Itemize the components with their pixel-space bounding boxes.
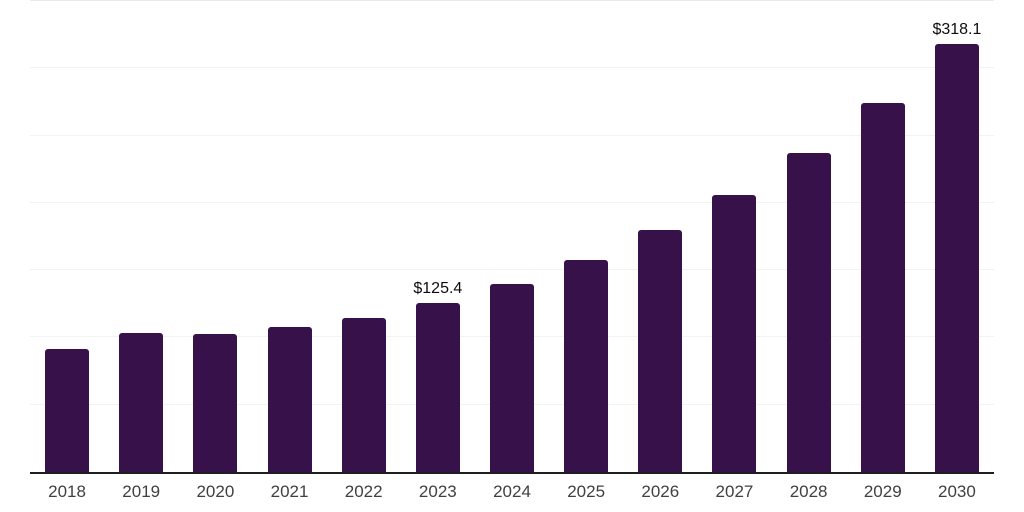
x-tick-2020: 2020 <box>196 482 235 501</box>
x-tick-2018: 2018 <box>48 482 86 501</box>
gridline <box>30 201 994 203</box>
bar-2030 <box>934 43 979 472</box>
x-tick-2029: 2029 <box>863 482 902 501</box>
bar-2023 <box>415 303 460 472</box>
bar-2020 <box>193 333 238 472</box>
x-tick-2030: 2030 <box>938 482 976 501</box>
gridline <box>30 67 994 69</box>
x-tick-2023: 2023 <box>418 482 457 501</box>
bar-2024 <box>490 284 534 472</box>
bar-2022 <box>341 317 386 472</box>
gridline <box>30 134 994 136</box>
bar-2018 <box>45 349 90 472</box>
x-tick-2019: 2019 <box>122 482 161 501</box>
bar-2025 <box>564 259 609 472</box>
bar-2027 <box>712 194 757 472</box>
bar-2019 <box>119 333 164 472</box>
bar-2028 <box>786 152 831 472</box>
x-axis: 2018 2019 2020 2021 2022 2023 2024 2025 2026 2027… <box>30 482 994 504</box>
x-tick-2028: 2028 <box>789 482 828 501</box>
x-tick-2024: 2024 <box>493 482 531 501</box>
x-tick-2025: 2025 <box>567 482 606 501</box>
gridline <box>30 269 994 271</box>
x-tick-2022: 2022 <box>344 482 383 501</box>
bar-2021 <box>267 327 312 472</box>
value-label-2030: $318.1 <box>932 20 982 38</box>
bar-2029 <box>860 102 905 472</box>
x-tick-2027: 2027 <box>715 482 754 501</box>
bar-2026 <box>638 229 683 472</box>
value-label-2023: $125.4 <box>413 280 463 298</box>
plot-area: $125.4 $318.1 <box>30 0 994 474</box>
x-tick-2026: 2026 <box>641 482 680 501</box>
x-tick-2021: 2021 <box>270 482 309 501</box>
